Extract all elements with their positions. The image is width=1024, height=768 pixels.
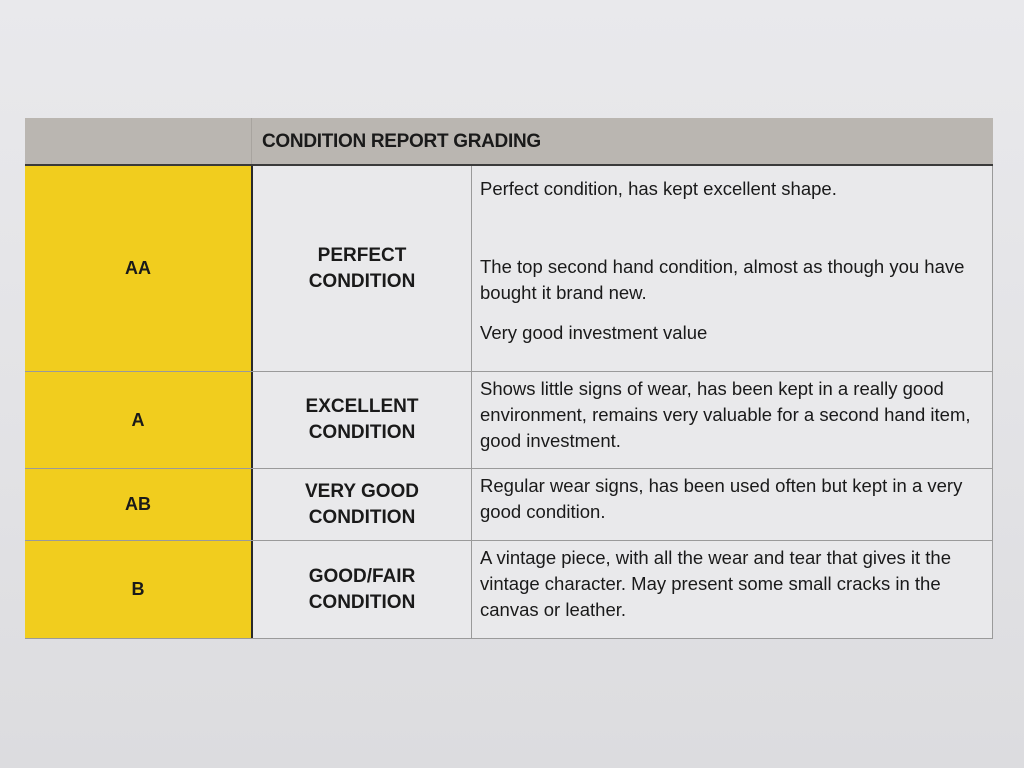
header-blank-cell [25, 118, 252, 164]
table-title: CONDITION REPORT GRADING [262, 131, 541, 152]
condition-line: EXCELLENT [305, 396, 419, 417]
condition-line: CONDITION [308, 506, 416, 528]
table-row: A EXCELLENT CONDITION Shows little signs… [25, 372, 993, 469]
condition-line: GOOD/FAIR [308, 565, 416, 587]
description-text: Very good investment value [480, 322, 708, 343]
description-cell: Shows little signs of wear, has been kep… [472, 372, 993, 468]
grade-cell: AA [25, 166, 253, 371]
condition-cell: EXCELLENT CONDITION [253, 372, 472, 468]
condition-grading-table: CONDITION REPORT GRADING AA PERFECT COND… [25, 118, 993, 639]
table-header: CONDITION REPORT GRADING [25, 118, 993, 166]
table-row: AB VERY GOOD CONDITION Regular wear sign… [25, 469, 993, 541]
table-row: B GOOD/FAIR CONDITION A vintage piece, w… [25, 541, 993, 639]
condition-cell: VERY GOOD CONDITION [253, 469, 472, 540]
description-cell: A vintage piece, with all the wear and t… [472, 541, 993, 638]
grade-cell: B [25, 541, 253, 638]
condition-cell: PERFECT CONDITION [253, 166, 472, 371]
table-row: AA PERFECT CONDITION Perfect condition, … [25, 166, 993, 372]
description-text: Shows little signs of wear, has been kep… [480, 378, 971, 451]
condition-line: CONDITION [308, 270, 416, 292]
description-cell: Regular wear signs, has been used often … [472, 469, 993, 540]
condition-cell: GOOD/FAIR CONDITION [253, 541, 472, 638]
description-text: Perfect condition, has kept excellent sh… [480, 178, 837, 199]
condition-line: PERFECT [317, 244, 407, 266]
description-cell: Perfect condition, has kept excellent sh… [472, 166, 993, 371]
condition-line: VERY GOOD [304, 480, 420, 502]
grade-cell: AB [25, 469, 253, 540]
description-text: A vintage piece, with all the wear and t… [480, 547, 952, 620]
condition-line: CONDITION [308, 591, 416, 613]
description-text: Regular wear signs, has been used often … [480, 475, 963, 522]
condition-line: CONDITION [308, 422, 416, 443]
grade-cell: A [25, 372, 253, 468]
description-text: The top second hand condition, almost as… [480, 256, 965, 303]
